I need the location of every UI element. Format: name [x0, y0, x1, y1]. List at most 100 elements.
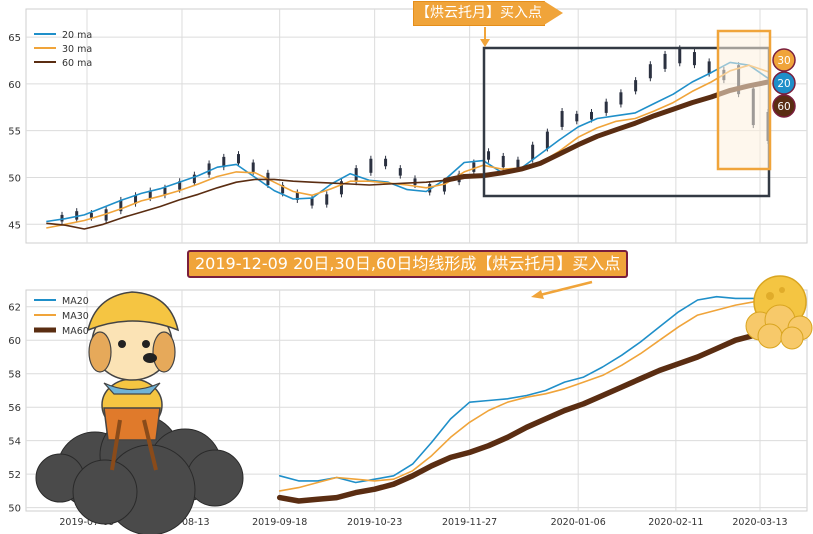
- badge-circle-30: [772, 48, 796, 72]
- candle-body: [575, 113, 579, 122]
- top-y-tick-label: 45: [8, 220, 21, 231]
- dog-nose: [143, 353, 157, 363]
- top-legend: 20 ma 30 ma 60 ma: [34, 30, 92, 69]
- candle-body: [104, 209, 108, 221]
- dog-skirt: [103, 407, 161, 441]
- candle-body: [428, 184, 432, 193]
- candle-body: [237, 154, 240, 164]
- bottom-legend-label: MA60: [62, 326, 89, 337]
- bottom-y-tick-label: 60: [8, 336, 21, 347]
- badge-circle-60: [772, 94, 796, 118]
- highlight-box-orange: [716, 29, 772, 171]
- top-legend-label: 30 ma: [62, 44, 92, 55]
- candle-body: [501, 155, 505, 168]
- top-y-tick-label: 50: [8, 173, 21, 184]
- bottom-y-tick-label: 52: [8, 470, 21, 481]
- candle-body: [325, 194, 329, 205]
- moon-crater: [766, 292, 774, 300]
- middle-buy-point-callout: 2019-12-09 20日,30日,60日均线形成【烘云托月】买入点: [187, 250, 629, 278]
- cloud-puff: [72, 459, 138, 525]
- top-y-tick-label: 65: [8, 33, 21, 44]
- bottom-y-tick-label: 50: [8, 504, 21, 515]
- bottom-legend-label: MA20: [62, 296, 89, 307]
- bottom-series-line-MA60: [276, 329, 771, 504]
- candle-body: [75, 211, 79, 220]
- dog-scarf: [103, 382, 161, 395]
- x-tick-label: 2020-03-13: [732, 517, 787, 528]
- candle-body: [60, 214, 64, 222]
- x-tick-label: 2020-01-06: [551, 517, 606, 528]
- candle-body: [207, 163, 211, 175]
- candle-body: [590, 111, 593, 120]
- candle-body: [89, 213, 93, 218]
- x-tick-label: 2019-10-23: [347, 517, 402, 528]
- bottom-series-line-MA30: [278, 299, 769, 492]
- pointer-arrow-head: [531, 290, 544, 299]
- bottom-y-tick-label: 54: [8, 437, 21, 448]
- top-legend-label: 20 ma: [62, 30, 92, 41]
- dog-eye-left: [118, 340, 126, 348]
- top-series-line-30-ma: [46, 64, 769, 229]
- top-buy-point-callout: 【烘云托月】买入点: [413, 1, 563, 26]
- dog-leg-left: [110, 419, 122, 471]
- candle-body: [163, 187, 167, 196]
- candle-body: [531, 144, 535, 160]
- candle-body: [148, 190, 152, 199]
- top-y-tick-label: 60: [8, 80, 21, 91]
- candle-body: [281, 184, 285, 194]
- candle-body: [134, 195, 138, 204]
- top-y-tick-label: 55: [8, 127, 21, 138]
- top-series-line-20-ma: [46, 61, 769, 223]
- candle-body: [707, 61, 711, 74]
- x-tick-label: 2019-08-13: [154, 517, 209, 528]
- dog-ear-right: [152, 331, 176, 373]
- x-tick-label: 2020-02-11: [648, 517, 703, 528]
- candle-body: [178, 181, 182, 190]
- top-plot-area: [25, 8, 808, 244]
- candle-body: [648, 64, 652, 79]
- candle-body: [192, 174, 196, 184]
- top-ma60-emphasis: [442, 79, 771, 183]
- candle-body: [310, 198, 314, 206]
- top-callout-label: 【烘云托月】买入点: [413, 1, 545, 26]
- moon-cloud-puff: [780, 326, 804, 350]
- bottom-y-tick-label: 56: [8, 403, 21, 414]
- down-arrow-head: [480, 39, 490, 47]
- candle-body: [472, 162, 476, 172]
- candle-body: [119, 199, 123, 212]
- badge-label-20: 20: [777, 78, 790, 90]
- candle-body: [619, 92, 623, 105]
- moon-illustration: [745, 275, 813, 350]
- bottom-y-tick-label: 62: [8, 303, 21, 314]
- bottom-series-line-MA20: [278, 295, 769, 484]
- candle-body: [604, 101, 608, 113]
- decorations: [35, 275, 813, 534]
- dog-ear-left: [88, 331, 112, 373]
- top-chart-panel: 45 50 55 60 65 20 ma 30 ma 60 ma 30 20 60: [8, 8, 808, 244]
- candle-body: [222, 156, 226, 168]
- dog-hat: [86, 291, 180, 332]
- candle-body: [692, 52, 696, 66]
- candle-body: [663, 53, 667, 69]
- dog-leg-right: [142, 419, 158, 471]
- x-tick-label: 2019-07-09: [59, 517, 114, 528]
- x-tick-label: 2019-09-18: [252, 517, 307, 528]
- candle-body: [295, 192, 299, 200]
- candle-body: [369, 158, 373, 173]
- top-legend-label: 60 ma: [62, 58, 92, 69]
- moon-cloud-puff: [757, 323, 783, 349]
- top-callout-arrow-tip: [544, 1, 563, 25]
- dog-eye-right: [142, 340, 150, 348]
- dog-illustration: [86, 291, 180, 471]
- badge-label-30: 30: [777, 55, 790, 67]
- candle-body: [413, 178, 417, 185]
- bottom-legend: MA20 MA30 MA60: [34, 296, 89, 337]
- badge-label-60: 60: [777, 101, 790, 113]
- candle-body: [634, 80, 638, 92]
- moon-crater: [779, 287, 785, 293]
- candle-body: [487, 151, 491, 160]
- x-tick-label: 2019-11-27: [442, 517, 497, 528]
- candle-body: [442, 182, 446, 192]
- candle-body: [339, 181, 343, 195]
